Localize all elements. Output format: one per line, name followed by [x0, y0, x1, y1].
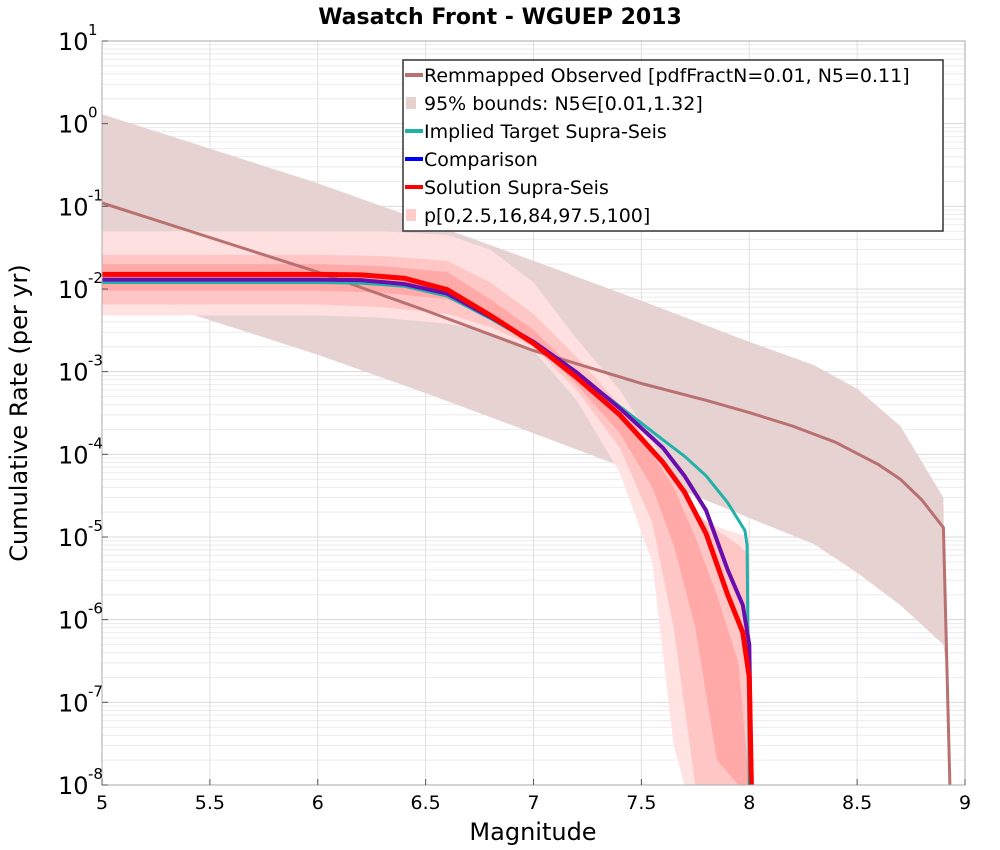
y-tick-exponent: -2	[88, 269, 103, 287]
series-line	[102, 277, 754, 786]
y-axis-label: Cumulative Rate (per yr)	[5, 264, 33, 562]
x-tick-label: 8	[743, 792, 755, 814]
legend-swatch	[406, 97, 416, 109]
x-tick-label: 5.5	[195, 792, 225, 814]
legend-label: Remmapped Observed [pdfFractN=0.01, N5=0…	[424, 65, 910, 87]
y-tick-exponent: 0	[88, 104, 98, 122]
legend: Remmapped Observed [pdfFractN=0.01, N5=0…	[402, 59, 944, 232]
chart-title: Wasatch Front - WGUEP 2013	[318, 5, 682, 30]
y-tick-exponent: 1	[88, 21, 98, 39]
legend-label: Comparison	[424, 149, 538, 171]
legend-swatch	[406, 209, 416, 221]
band-area	[102, 264, 750, 786]
legend-label: p[0,2.5,16,84,97.5,100]	[424, 205, 650, 227]
y-tick-exponent: -5	[88, 517, 103, 535]
y-tick-label: 10	[58, 441, 89, 469]
y-tick-label: 10	[58, 772, 89, 800]
y-tick-label: 10	[58, 689, 89, 717]
y-tick-exponent: -4	[88, 434, 103, 452]
y-tick-label: 10	[58, 111, 89, 139]
x-tick-label: 6	[312, 792, 324, 814]
series-lines	[101, 201, 952, 786]
x-tick-label: 8.5	[842, 792, 872, 814]
x-tick-label: 5	[96, 792, 108, 814]
y-tick-label: 10	[58, 28, 89, 56]
x-axis-ticks: 5 5.5 6 6.5 7 7.5 8 8.5 9	[96, 779, 971, 814]
y-tick-exponent: -3	[88, 352, 103, 370]
y-tick-label: 10	[58, 524, 89, 552]
x-axis-label: Magnitude	[469, 818, 596, 846]
x-tick-label: 7.5	[626, 792, 656, 814]
legend-label: Solution Supra-Seis	[424, 177, 609, 199]
x-tick-label: 9	[959, 792, 971, 814]
legend-label: Implied Target Supra-Seis	[424, 121, 667, 143]
legend-box	[402, 59, 944, 232]
series-line	[102, 271, 754, 786]
y-tick-exponent: -6	[88, 600, 103, 618]
x-tick-label: 6.5	[411, 792, 441, 814]
legend-label: 95% bounds: N5∈[0.01,1.32]	[424, 93, 703, 115]
y-tick-label: 10	[58, 276, 89, 304]
y-tick-label: 10	[58, 359, 89, 387]
series-line	[101, 201, 952, 786]
y-tick-exponent: -1	[88, 186, 103, 204]
y-tick-label: 10	[58, 607, 89, 635]
y-tick-exponent: -7	[88, 682, 103, 700]
y-tick-label: 10	[58, 193, 89, 221]
y-tick-exponent: -8	[88, 765, 103, 783]
x-tick-label: 7	[527, 792, 539, 814]
